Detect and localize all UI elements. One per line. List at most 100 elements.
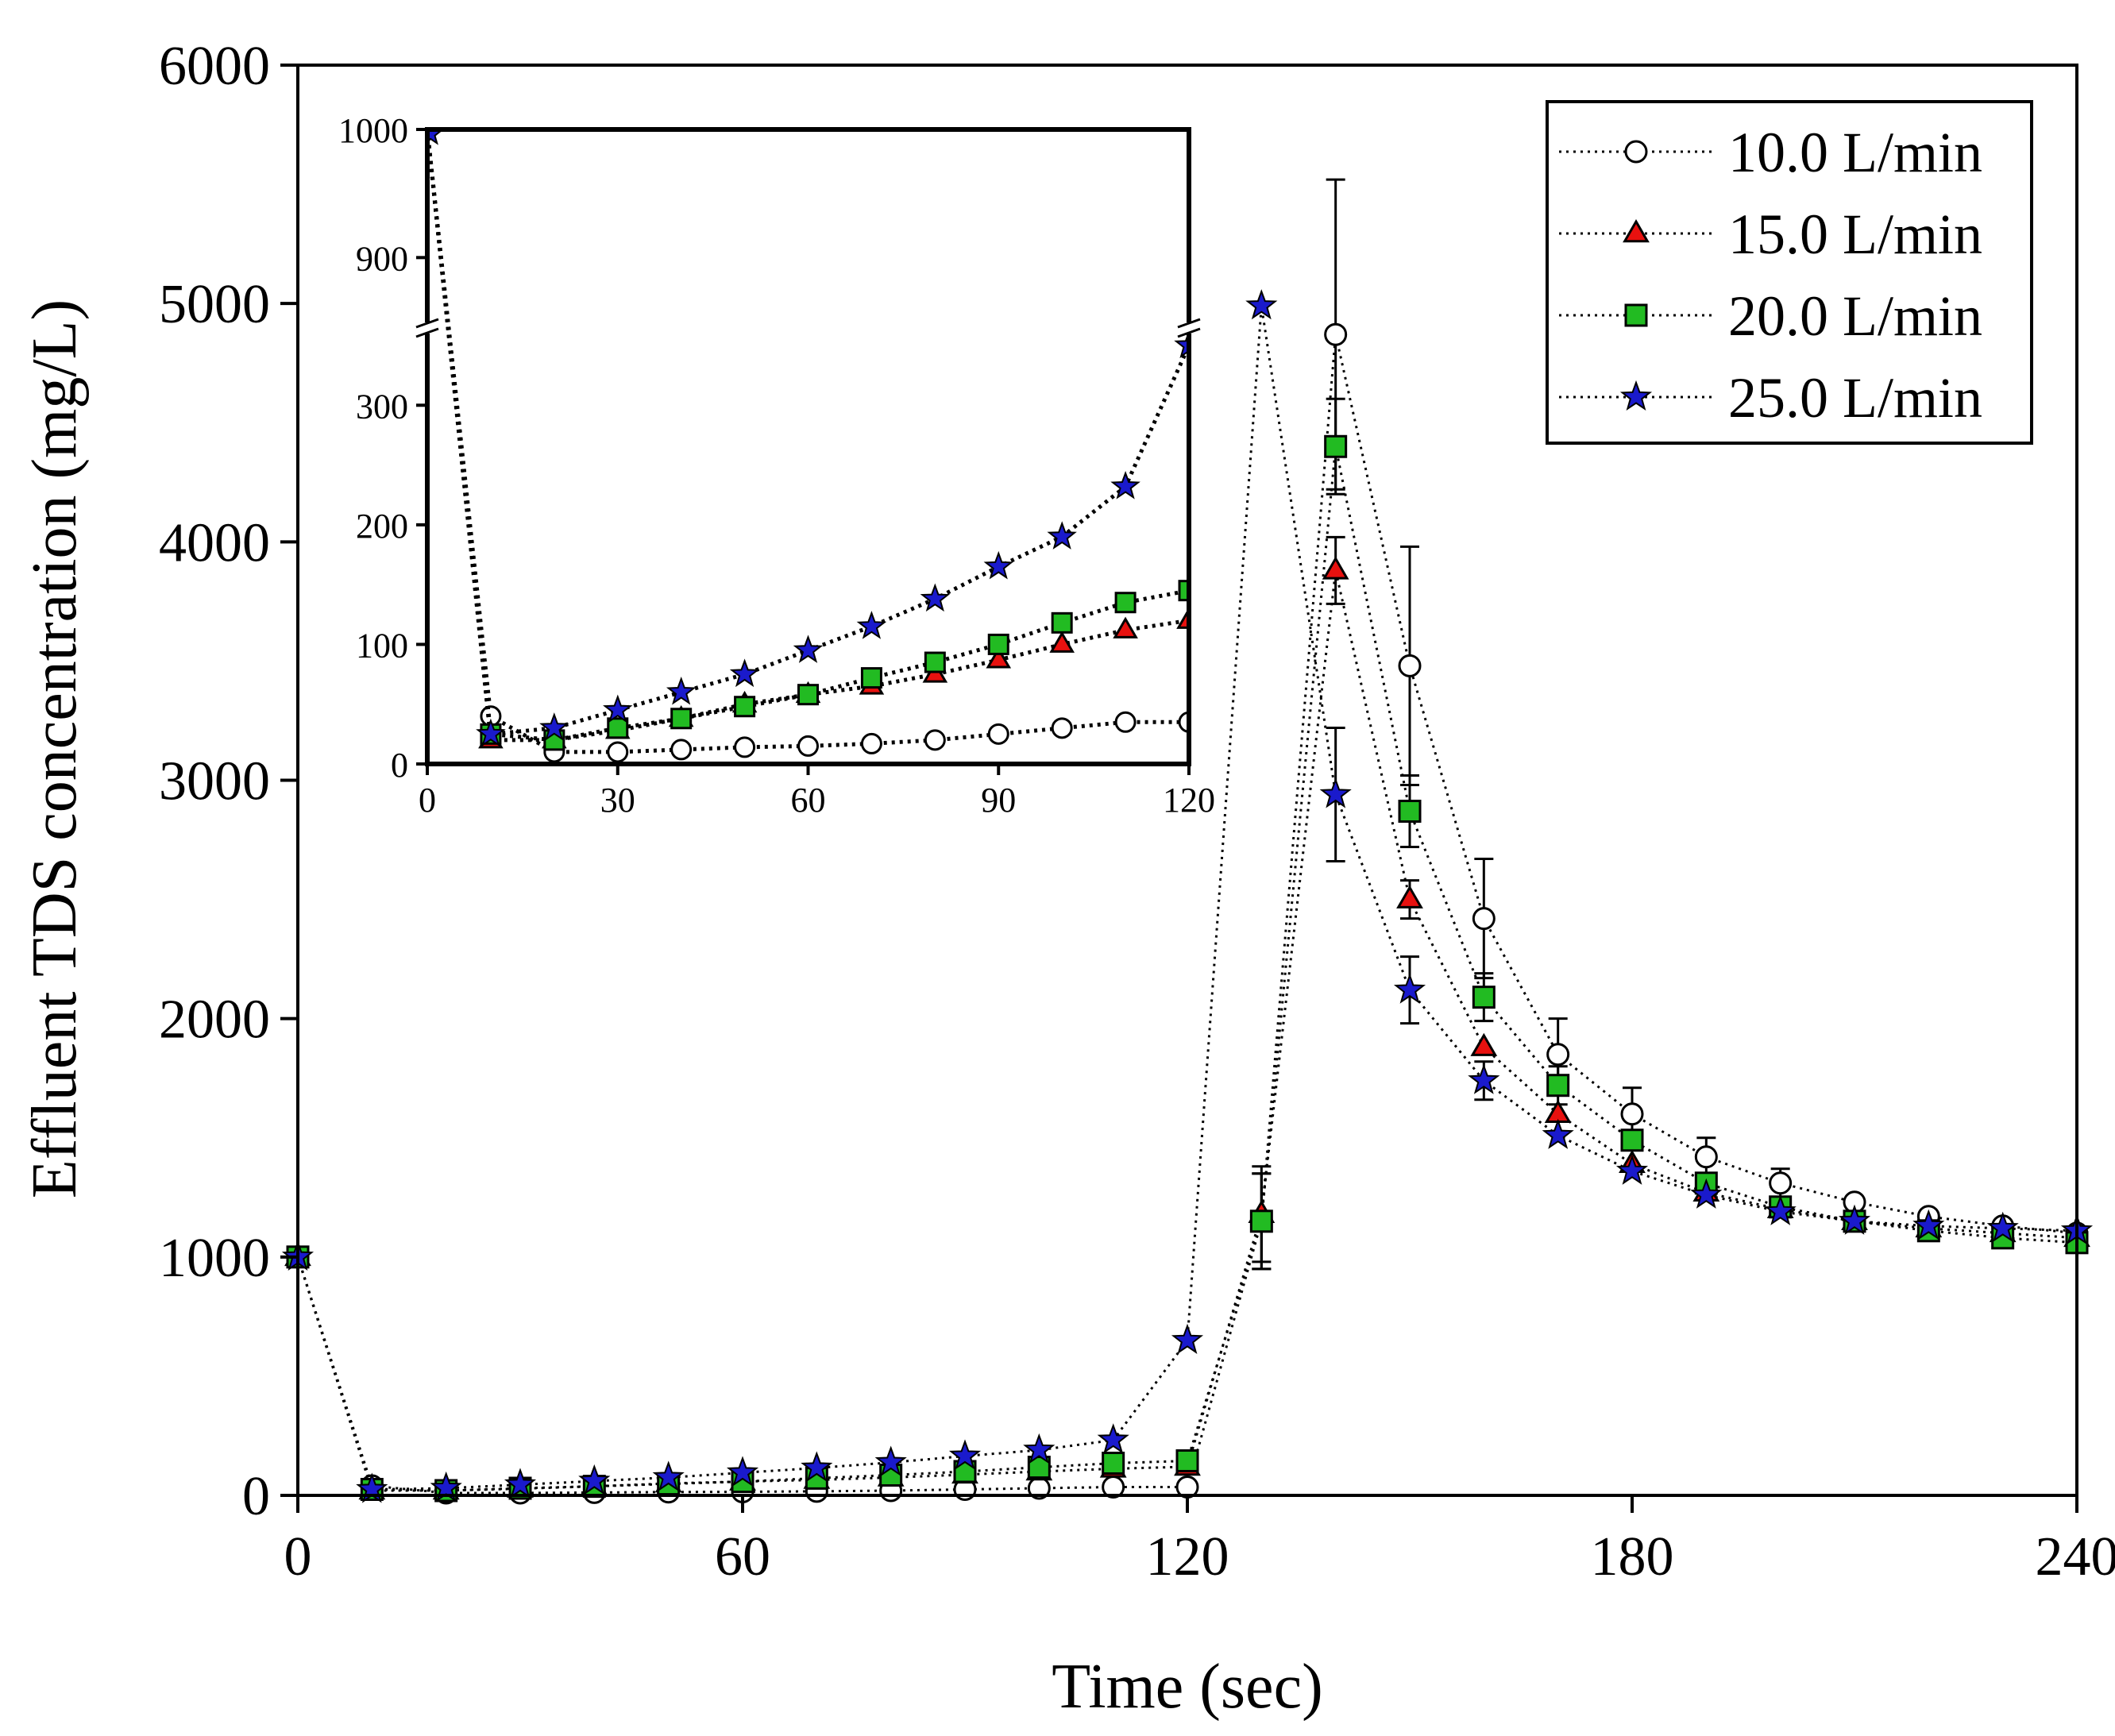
data-point-25-0-l-min <box>874 1445 907 1476</box>
inset-axis-break-mark <box>415 327 439 338</box>
inset-point-15-0-l-min <box>986 646 1012 669</box>
inset-point-10-0-l-min <box>1114 711 1137 733</box>
data-point-25-0-l-min <box>1690 1178 1723 1209</box>
inset-background <box>427 129 1189 764</box>
data-point-10-0-l-min <box>1546 1043 1570 1067</box>
y-axis-title: Effluent TDS concentration (mg/L) <box>20 299 90 1198</box>
data-point-10-0-l-min <box>1398 654 1422 677</box>
inset-y-tick-label: 900 <box>356 239 408 278</box>
data-point-15-0-l-min <box>1470 1032 1498 1056</box>
data-point-25-0-l-min <box>1023 1433 1056 1464</box>
inset-point-10-0-l-min <box>924 729 946 751</box>
data-point-10-0-l-min <box>1769 1171 1793 1195</box>
legend-label-15-0-l-min: 15.0 L/min <box>1728 203 1982 266</box>
x-tick-label: 240 <box>2036 1526 2115 1587</box>
x-tick-label: 60 <box>715 1526 770 1587</box>
legend-label-20-0-l-min: 20.0 L/min <box>1728 284 1982 348</box>
inset-point-15-0-l-min <box>1176 607 1189 629</box>
data-point-25-0-l-min <box>1542 1118 1574 1149</box>
inset-point-10-0-l-min <box>1051 717 1073 739</box>
data-point-25-0-l-min <box>1986 1211 2019 1242</box>
inset-point-10-0-l-min <box>987 723 1009 745</box>
data-point-25-0-l-min <box>1171 1323 1204 1354</box>
data-point-15-0-l-min <box>1322 556 1349 580</box>
data-point-10-0-l-min <box>1694 1145 1718 1169</box>
data-point-20-0-l-min <box>1472 986 1496 1009</box>
data-point-20-0-l-min <box>1175 1449 1199 1472</box>
inset-point-20-0-l-min <box>987 633 1009 655</box>
inset-point-25-0-l-min <box>476 718 506 747</box>
inset-point-10-0-l-min <box>797 735 819 757</box>
inset-y-tick-label: 1000 <box>338 111 408 150</box>
main-markers <box>281 289 2094 1505</box>
legend: 10.0 L/min 15.0 L/min 20.0 L/min 25.0 L/min <box>1546 100 2033 445</box>
inset-y-tick-label: 100 <box>356 626 408 665</box>
legend-marker-20-0-l-min <box>1624 303 1648 327</box>
legend-label-25-0-l-min: 25.0 L/min <box>1728 366 1982 430</box>
inset-point-10-0-l-min <box>860 732 882 754</box>
inset-y-tick-label: 0 <box>391 746 408 785</box>
data-point-10-0-l-min <box>1472 907 1496 931</box>
y-tick-label: 2000 <box>159 990 270 1051</box>
legend-label-10-0-l-min: 10.0 L/min <box>1728 121 1982 184</box>
inset-point-20-0-l-min <box>860 667 882 689</box>
data-point-15-0-l-min <box>1396 885 1423 909</box>
inset-x-tick-label: 0 <box>419 781 436 820</box>
inset-plot: 0 30 60 90 120 0 100 200 300 900 1000 <box>338 111 1215 820</box>
legend-marker-15-0-l-min <box>1623 219 1650 243</box>
data-point-25-0-l-min <box>1097 1423 1129 1454</box>
data-point-25-0-l-min <box>948 1439 982 1470</box>
inset-point-20-0-l-min <box>670 708 693 730</box>
x-axis-title: Time (sec) <box>1052 1652 1322 1722</box>
inset-point-25-0-l-min <box>666 677 697 705</box>
inset-point-25-0-l-min <box>539 712 569 741</box>
data-point-20-0-l-min <box>1620 1128 1644 1152</box>
data-point-20-0-l-min <box>1546 1074 1570 1098</box>
inset-point-20-0-l-min <box>607 717 629 739</box>
data-point-25-0-l-min <box>726 1456 759 1487</box>
inset-point-25-0-l-min <box>920 583 951 612</box>
data-point-25-0-l-min <box>801 1451 833 1482</box>
inset-x-tick-label: 120 <box>1163 781 1215 820</box>
data-point-25-0-l-min <box>1319 777 1352 808</box>
y-tick-label: 0 <box>242 1466 270 1527</box>
inset-point-25-0-l-min <box>1110 471 1140 500</box>
inset-point-25-0-l-min <box>856 611 887 639</box>
inset-point-15-0-l-min <box>1113 616 1138 638</box>
inset-axis-break-mark <box>1177 327 1201 338</box>
inset-line-25-0-l-min <box>427 129 1189 737</box>
inset-point-10-0-l-min <box>734 736 756 758</box>
inset-point-10-0-l-min <box>607 741 629 763</box>
inset-point-25-0-l-min <box>1047 521 1077 550</box>
data-point-25-0-l-min <box>1838 1204 1871 1235</box>
inset-x-tick-label: 60 <box>791 781 826 820</box>
inset-point-10-0-l-min <box>670 739 693 761</box>
y-tick-label: 5000 <box>159 274 270 335</box>
inset-y-tick-label: 200 <box>356 507 408 546</box>
legend-marker-25-0-l-min <box>1619 380 1653 411</box>
inset-line-15-0-l-min <box>427 129 1189 743</box>
x-tick-label: 120 <box>1146 1526 1229 1587</box>
inset-series <box>427 129 1189 763</box>
legend-marker-10-0-l-min <box>1624 140 1648 164</box>
inset-x-tick-label: 30 <box>600 781 635 820</box>
inset-point-20-0-l-min <box>1114 592 1137 614</box>
data-point-25-0-l-min <box>1245 289 1278 320</box>
x-tick-label: 0 <box>284 1526 312 1587</box>
inset-point-20-0-l-min <box>1051 611 1073 634</box>
inset-point-20-0-l-min <box>734 696 756 718</box>
data-point-25-0-l-min <box>1764 1194 1797 1225</box>
data-point-25-0-l-min <box>1912 1209 1945 1240</box>
inset-axis-break-mark <box>415 318 439 329</box>
y-tick-label: 1000 <box>159 1228 270 1289</box>
y-tick-label: 4000 <box>159 512 270 573</box>
inset-point-25-0-l-min <box>1174 330 1189 358</box>
inset-point-15-0-l-min <box>1049 631 1075 653</box>
data-point-25-0-l-min <box>652 1460 685 1491</box>
inset-point-20-0-l-min <box>797 684 819 706</box>
data-point-10-0-l-min <box>1324 322 1348 346</box>
inset-axis-break-mark <box>1177 318 1201 329</box>
data-point-25-0-l-min <box>578 1464 611 1495</box>
